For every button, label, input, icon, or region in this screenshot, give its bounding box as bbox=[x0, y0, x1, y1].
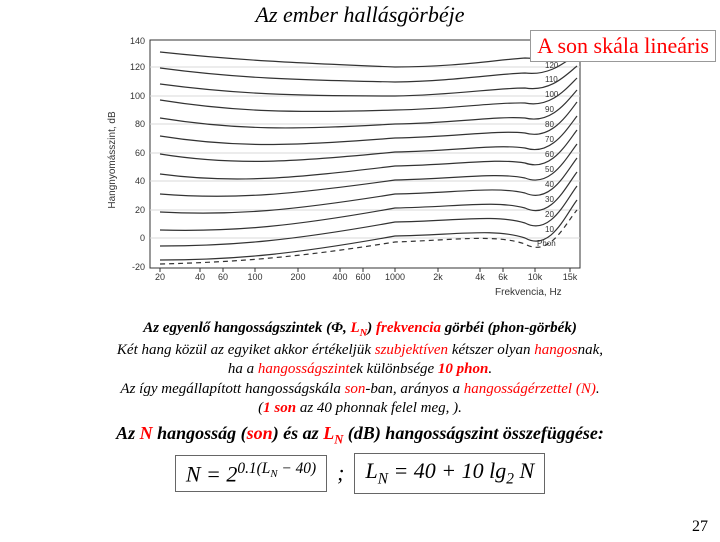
equation-row: N = 20.1(LN − 40) ; LN = 40 + 10 lg2 N bbox=[0, 453, 720, 493]
equal-loudness-svg: -20 0 20 40 60 80 100 120 140 20 40 60 1… bbox=[95, 30, 625, 310]
phon-chart: -20 0 20 40 60 80 100 120 140 20 40 60 1… bbox=[0, 30, 720, 315]
svg-text:60: 60 bbox=[135, 148, 145, 158]
svg-text:110: 110 bbox=[545, 75, 558, 84]
caption-line-5: (1 son az 40 phonnak felel meg, ). bbox=[0, 399, 720, 419]
svg-text:10: 10 bbox=[545, 225, 554, 234]
svg-text:50: 50 bbox=[545, 165, 554, 174]
svg-text:0: 0 bbox=[140, 233, 145, 243]
svg-text:60: 60 bbox=[218, 272, 228, 282]
relation-line: Az N hangosság (son) és az LN (dB) hango… bbox=[0, 423, 720, 448]
svg-text:200: 200 bbox=[290, 272, 305, 282]
svg-text:100: 100 bbox=[545, 90, 559, 99]
svg-text:70: 70 bbox=[545, 135, 554, 144]
svg-text:40: 40 bbox=[135, 176, 145, 186]
page-title: Az ember hallásgörbéje bbox=[0, 2, 720, 28]
svg-text:120: 120 bbox=[545, 61, 559, 70]
svg-text:20: 20 bbox=[545, 210, 554, 219]
svg-text:4k: 4k bbox=[475, 272, 485, 282]
svg-text:2k: 2k bbox=[433, 272, 443, 282]
svg-text:80: 80 bbox=[135, 119, 145, 129]
svg-text:140: 140 bbox=[130, 36, 145, 46]
y-axis-label: Hangnyomásszint, dB bbox=[107, 111, 118, 209]
svg-text:20: 20 bbox=[135, 205, 145, 215]
svg-text:120: 120 bbox=[130, 62, 145, 72]
equation-separator: ; bbox=[337, 460, 344, 486]
x-axis-label: Frekvencia, Hz bbox=[495, 287, 562, 298]
svg-text:100: 100 bbox=[247, 272, 262, 282]
svg-text:40: 40 bbox=[195, 272, 205, 282]
svg-text:20: 20 bbox=[155, 272, 165, 282]
equation-2: LN = 40 + 10 lg2 N bbox=[354, 453, 545, 493]
caption-line-3: ha a hangosságszintek különbsége 10 phon… bbox=[0, 360, 720, 380]
svg-text:30: 30 bbox=[545, 195, 554, 204]
svg-text:90: 90 bbox=[545, 105, 554, 114]
svg-text:-20: -20 bbox=[132, 262, 145, 272]
svg-text:100: 100 bbox=[130, 91, 145, 101]
caption-line-2: Két hang közül az egyiket akkor értékelj… bbox=[0, 341, 720, 361]
svg-text:6k: 6k bbox=[498, 272, 508, 282]
svg-text:40: 40 bbox=[545, 180, 554, 189]
svg-text:Phon: Phon bbox=[537, 239, 556, 248]
svg-text:600: 600 bbox=[355, 272, 370, 282]
svg-text:10k: 10k bbox=[528, 272, 543, 282]
page-number: 27 bbox=[692, 518, 708, 536]
caption-line-1: Az egyenlő hangosságszintek (Φ, LN) frek… bbox=[0, 319, 720, 341]
svg-text:1000: 1000 bbox=[385, 272, 405, 282]
svg-text:15k: 15k bbox=[563, 272, 578, 282]
svg-text:60: 60 bbox=[545, 150, 554, 159]
linear-note: A son skála lineáris bbox=[530, 30, 716, 62]
svg-text:400: 400 bbox=[332, 272, 347, 282]
caption-line-4: Az így megállapított hangosságskála son-… bbox=[0, 380, 720, 400]
equation-1: N = 20.1(LN − 40) bbox=[175, 455, 327, 492]
svg-text:80: 80 bbox=[545, 120, 554, 129]
